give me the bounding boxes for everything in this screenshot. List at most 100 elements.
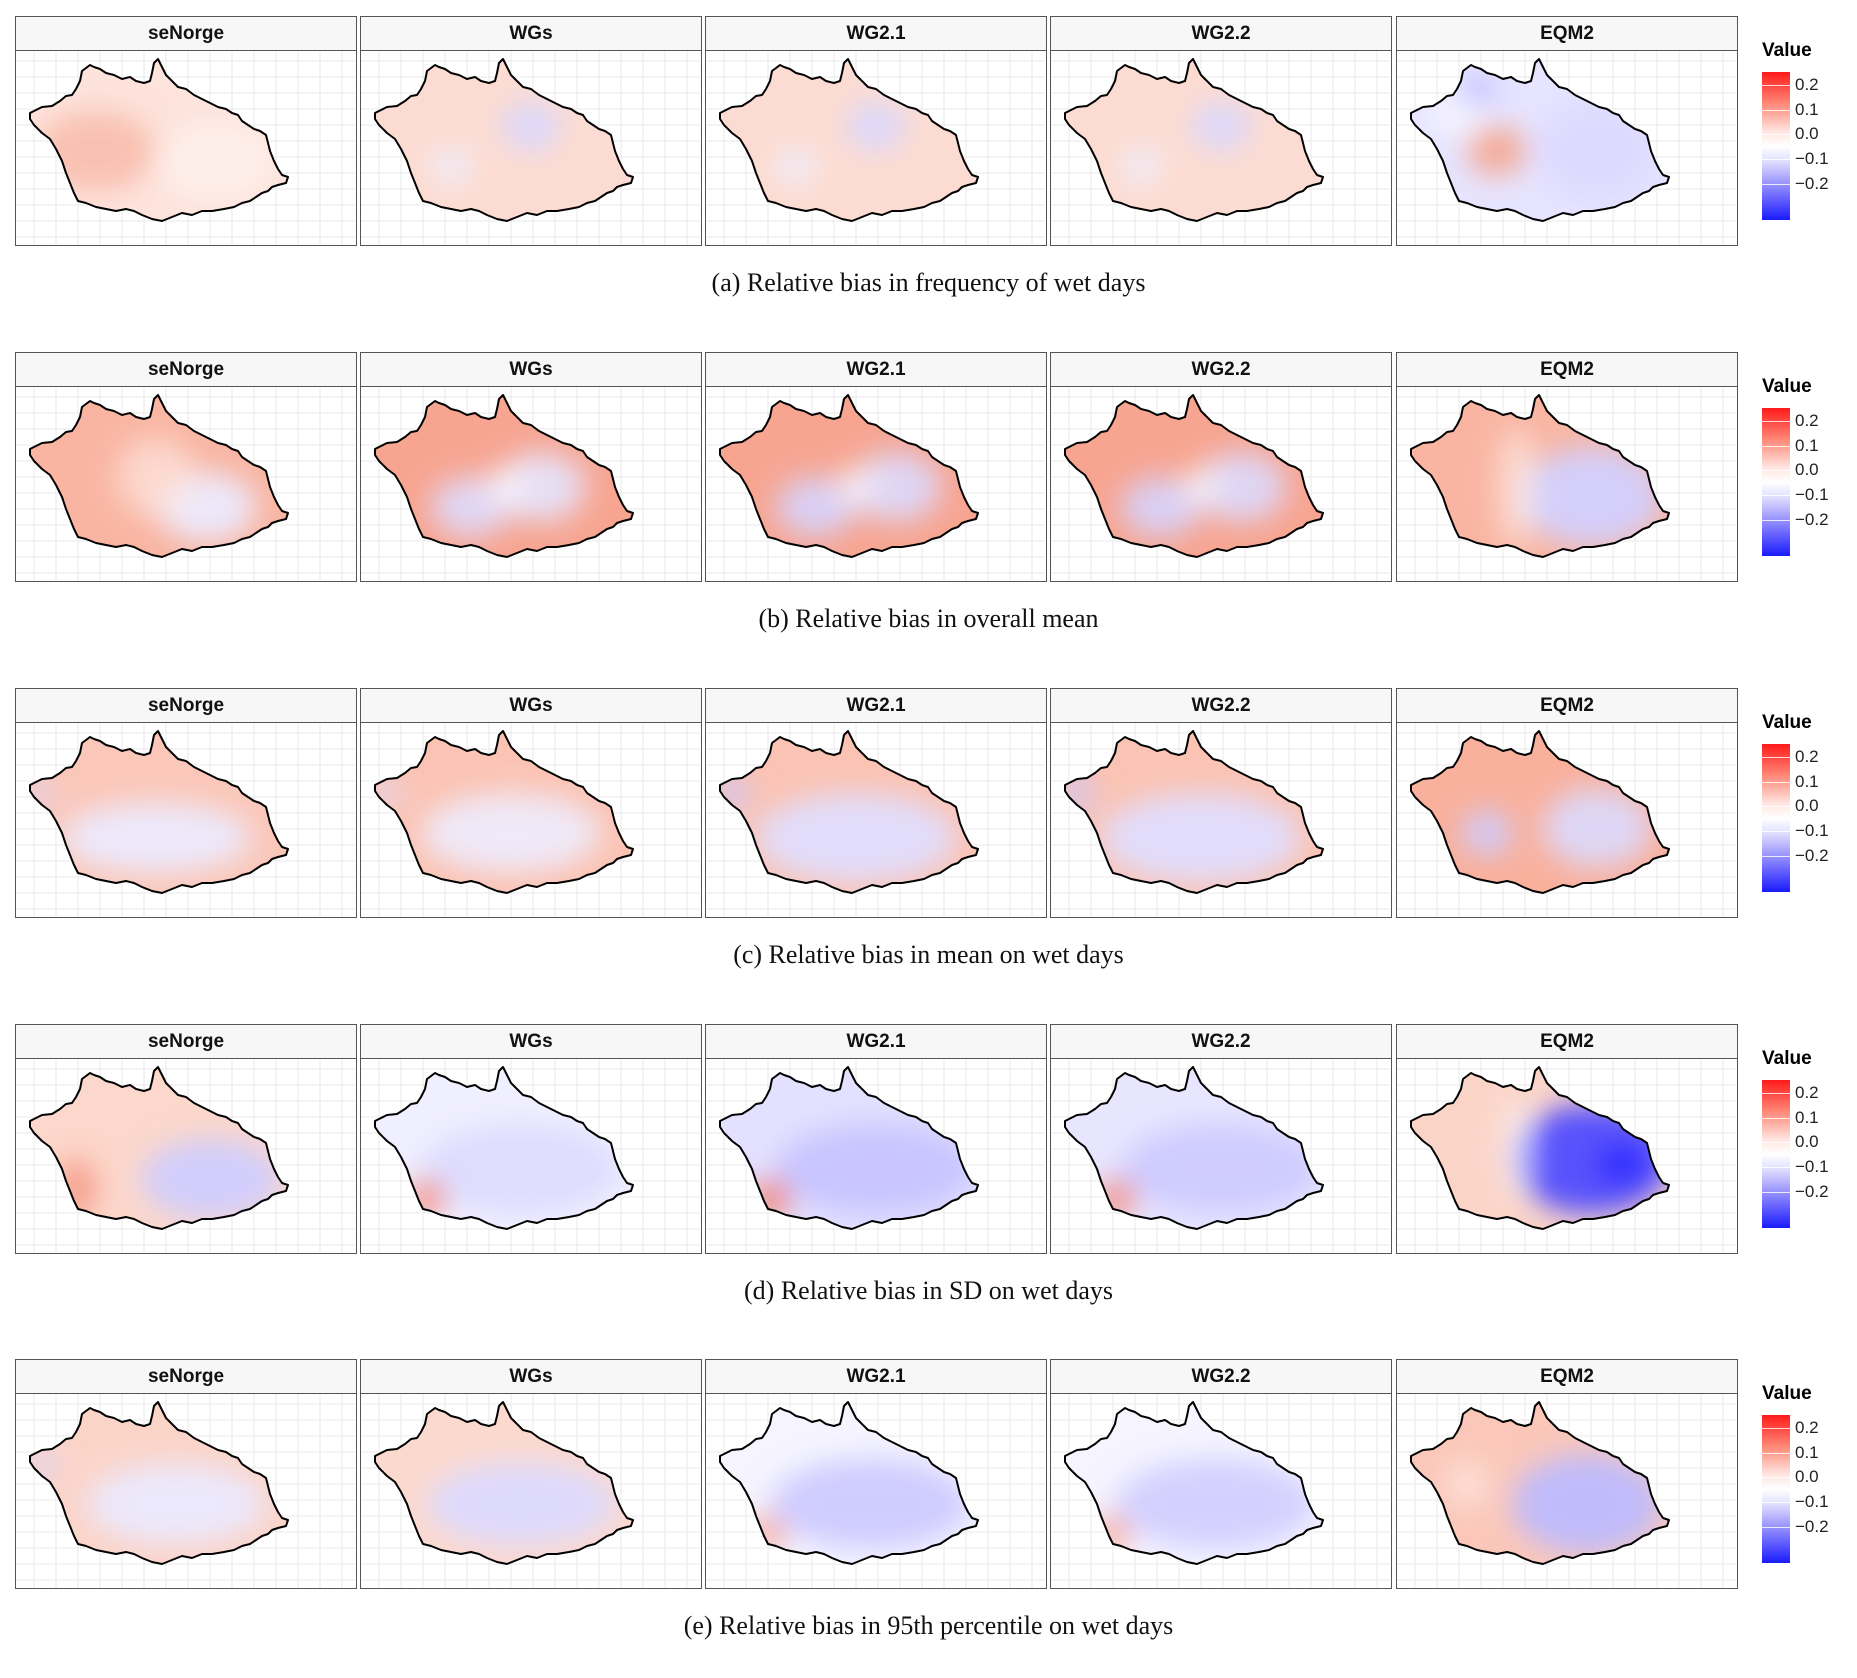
map-svg [1051,51,1390,245]
legend-tick-mark [1762,1142,1790,1143]
map-svg [361,387,700,581]
panel-strip-label: WG2.2 [1051,689,1391,723]
panel-strip-label: WG2.2 [1051,17,1391,51]
basin-outline [1410,1401,1670,1565]
bias-region [836,467,876,507]
bias-field [1411,731,1669,893]
bias-field [375,59,633,221]
map-panel: seNorge [15,1024,357,1254]
bias-map [1051,723,1390,917]
bias-field [30,1402,288,1564]
panel-strip-label: WG2.2 [1051,1360,1391,1394]
legend-tick-mark [1762,1527,1790,1528]
basin-outline [1064,1401,1324,1565]
map-panel: EQM2 [1396,16,1738,246]
panel-strip-label: WG2.1 [706,17,1046,51]
bias-region [156,121,276,201]
bias-region [36,111,156,191]
bias-map [361,1059,700,1253]
bias-region [1512,1104,1669,1214]
map-svg [1397,1394,1736,1588]
bias-field [30,59,288,221]
bias-region [1467,126,1527,176]
bias-region [771,1459,971,1549]
bias-region [86,1464,266,1544]
bias-region [776,148,816,184]
legend-tick-label: −0.2 [1795,174,1829,193]
basin-fill [375,59,633,221]
bias-map [361,1394,700,1588]
legend-tick-label: 0.2 [1795,411,1819,430]
bias-map [16,1059,355,1253]
bias-field [1411,1402,1669,1564]
legend-tick-label: −0.1 [1795,821,1829,840]
panel-strip-label: EQM2 [1397,1360,1737,1394]
basin-outline [1064,1066,1324,1230]
map-panel: seNorge [15,1359,357,1589]
legend-tick-label: −0.2 [1795,510,1829,529]
map-panel: WG2.2 [1050,688,1392,918]
panel-strip-label: WG2.1 [706,353,1046,387]
bias-map [1397,387,1736,581]
bias-map [706,1394,1045,1588]
basin-outline [719,394,979,558]
bias-region [1121,1124,1321,1214]
map-svg [1051,387,1390,581]
map-panel: WG2.1 [705,1024,1047,1254]
bias-map [16,51,355,245]
panel-strip-label: WG2.1 [706,689,1046,723]
basin-outline [374,1401,634,1565]
map-panel: WG2.1 [705,1359,1047,1589]
bias-field [375,731,633,893]
map-svg [16,723,355,917]
bias-field [720,59,978,221]
legend-tick-label: −0.2 [1795,1517,1829,1536]
legend-title: Value [1762,1383,1812,1404]
legend-tick-label: 0.2 [1795,1418,1819,1437]
map-svg [706,1059,1045,1253]
bias-map [361,723,700,917]
legend-colorbar [1762,744,1790,892]
bias-field [375,1402,633,1564]
legend-tick-mark [1762,159,1790,160]
legend-tick-label: 0.2 [1795,747,1819,766]
bias-region [1442,1459,1492,1509]
legend-tick-mark [1762,134,1790,135]
map-svg [16,1059,355,1253]
map-svg [706,51,1045,245]
legend-tick-mark [1762,520,1790,521]
bias-region [1121,477,1201,537]
bias-region [1101,793,1301,883]
bias-region [776,1124,976,1214]
bias-field [720,395,978,557]
legend-tick-mark [1762,1477,1790,1478]
legend-tick-label: −0.2 [1795,1182,1829,1201]
legend-tick-mark [1762,470,1790,471]
map-svg [1397,51,1736,245]
legend-tick-mark [1762,856,1790,857]
map-svg [706,387,1045,581]
panel-strip-label: EQM2 [1397,17,1737,51]
legend-tick-label: −0.1 [1795,1157,1829,1176]
panel-strip-label: WGs [361,1025,701,1059]
map-panel: WG2.1 [705,688,1047,918]
bias-region [1462,811,1512,855]
basin-outline [29,730,289,894]
bias-region [501,101,561,151]
panel-strip-label: WG2.2 [1051,1025,1391,1059]
basin-outline [1064,730,1324,894]
legend-colorbar [1762,72,1790,220]
bias-region [426,1462,616,1546]
panel-strip-label: WG2.1 [706,1360,1046,1394]
legend-tick-mark [1762,85,1790,86]
map-panel: EQM2 [1396,1024,1738,1254]
subfigure-caption: (d) Relative bias in SD on wet days [744,1276,1113,1305]
bias-region [1542,788,1652,868]
bias-region [421,793,601,873]
bias-map [361,387,700,581]
basin-outline [374,394,634,558]
basin-outline [1064,58,1324,222]
map-svg [16,387,355,581]
panel-strip-label: EQM2 [1397,689,1737,723]
legend-colorbar [1762,408,1790,556]
